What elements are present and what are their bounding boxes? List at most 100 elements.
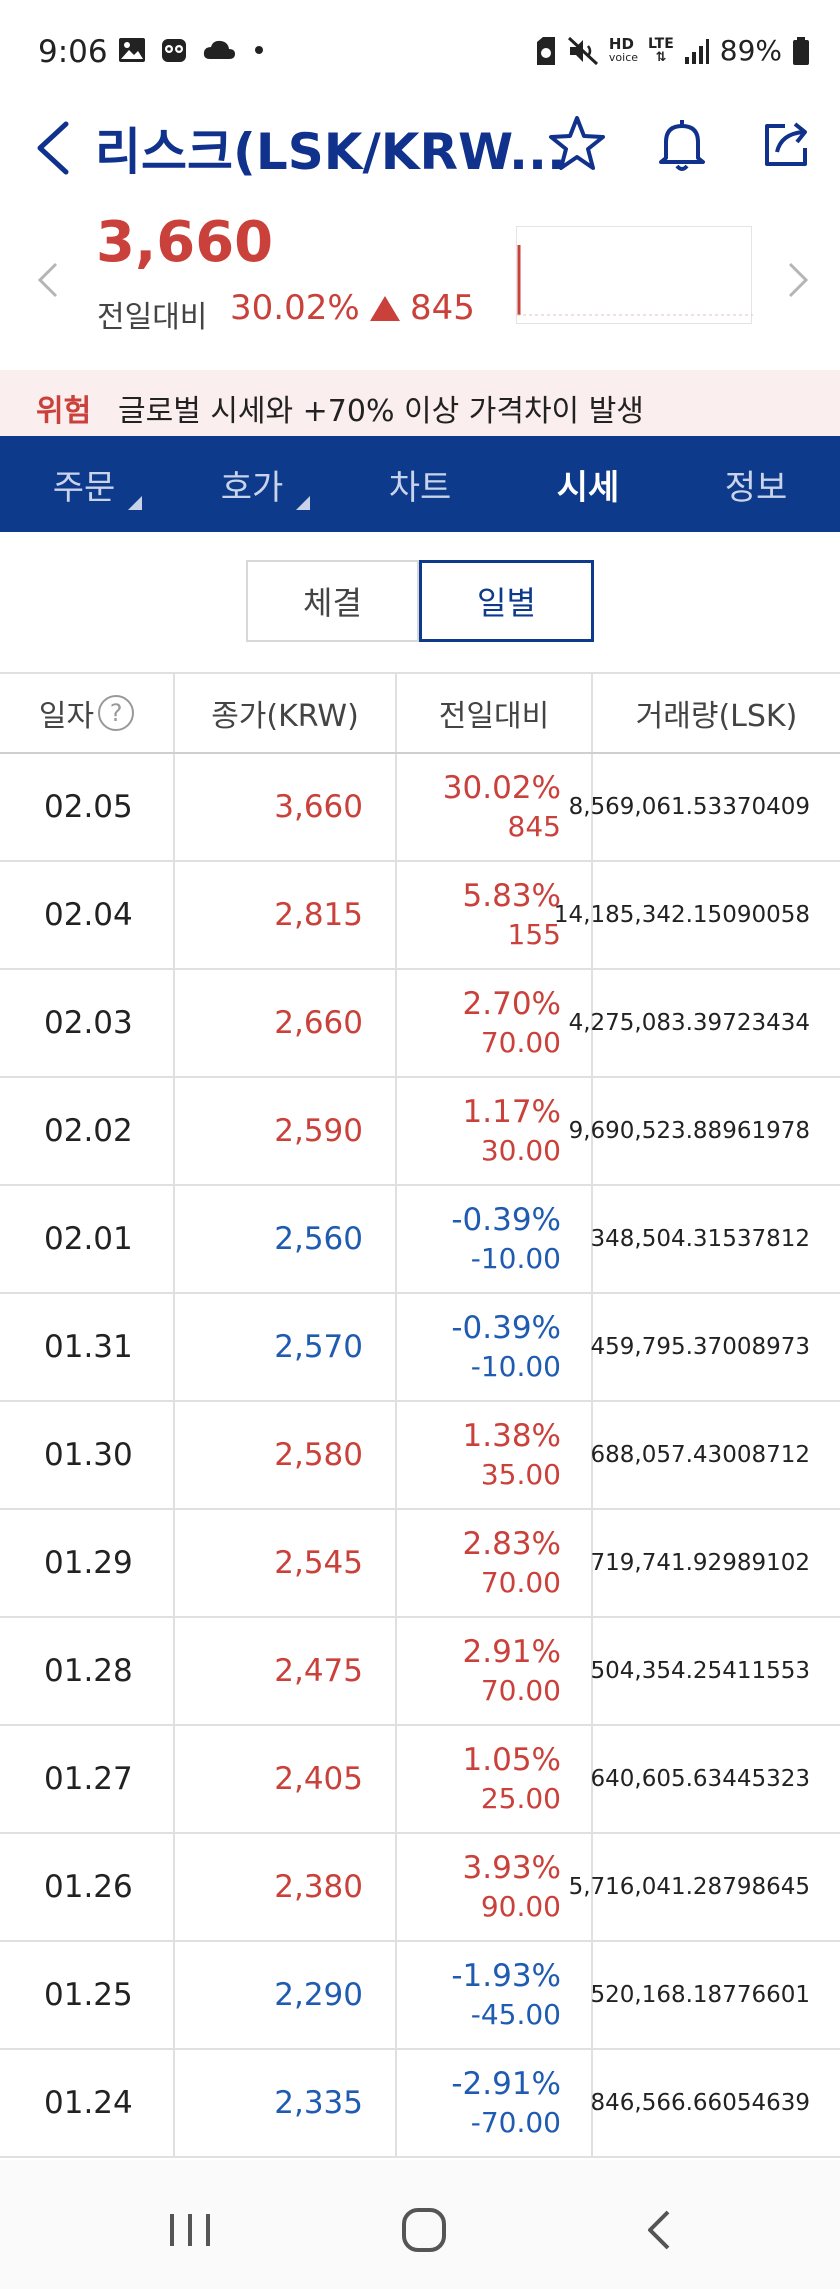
row-change: 1.17% 30.00 — [397, 1078, 593, 1184]
row-date: 01.27 — [0, 1726, 175, 1832]
change-percent: 30.02% — [230, 288, 360, 328]
table-row[interactable]: 01.31 2,570 -0.39% -10.00 459,795.37008973 — [0, 1294, 840, 1402]
table-row[interactable]: 01.30 2,580 1.38% 35.00 688,057.43008712 — [0, 1402, 840, 1510]
table-header: 일자? 종가(KRW) 전일대비 거래량(LSK) — [0, 672, 840, 754]
table-row[interactable]: 01.28 2,475 2.91% 70.00 504,354.25411553 — [0, 1618, 840, 1726]
lte-label: LTE — [648, 35, 674, 52]
bell-icon[interactable] — [650, 112, 714, 176]
cloud-icon — [203, 40, 235, 59]
next-coin-icon[interactable] — [778, 250, 818, 310]
tab-orderbook[interactable]: 호가 — [168, 436, 336, 532]
hd-voice-icon: HD voice — [608, 34, 638, 65]
table-row[interactable]: 02.01 2,560 -0.39% -10.00 348,504.31537812 — [0, 1186, 840, 1294]
table-row[interactable]: 01.26 2,380 3.93% 90.00 5,716,041.28798645 — [0, 1834, 840, 1942]
row-close-price: 2,660 — [175, 970, 397, 1076]
header-close: 종가(KRW) — [175, 674, 397, 752]
tab-label: 차트 — [388, 467, 452, 508]
row-change-amount: -10.00 — [470, 1242, 561, 1275]
row-change-amount: 25.00 — [480, 1782, 561, 1815]
up-arrow-icon — [370, 296, 400, 321]
row-change-percent: 30.02% — [442, 770, 561, 806]
row-volume: 459,795.37008973 — [590, 1334, 811, 1360]
status-left-icons — [118, 36, 268, 64]
status-bar: 9:06 HD voice LTE ⇅ 89% — [0, 0, 840, 100]
row-close-price: 2,405 — [175, 1726, 397, 1832]
row-date: 01.24 — [0, 2050, 175, 2156]
table-row[interactable]: 01.29 2,545 2.83% 70.00 719,741.92989102 — [0, 1510, 840, 1618]
header-change: 전일대비 — [397, 674, 593, 752]
recent-apps-icon[interactable] — [160, 2200, 220, 2260]
table-body[interactable]: 02.05 3,660 30.02% 845 8,569,061.53370409 02.… — [0, 754, 840, 2158]
segment-daily[interactable]: 일별 — [419, 560, 594, 642]
row-change: -2.91% -70.00 — [397, 2050, 593, 2156]
row-change-amount: 30.00 — [480, 1134, 561, 1167]
back-icon[interactable] — [28, 118, 78, 178]
warning-tag: 위험 — [36, 394, 92, 429]
row-change-amount: 70.00 — [480, 1674, 561, 1707]
home-icon[interactable] — [394, 2200, 454, 2260]
tab-label: 정보 — [724, 467, 788, 508]
row-change-amount: 845 — [507, 810, 561, 843]
table-row[interactable]: 01.27 2,405 1.05% 25.00 640,605.63445323 — [0, 1726, 840, 1834]
sim-icon — [536, 36, 555, 65]
row-change: 2.70% 70.00 — [397, 970, 593, 1076]
row-close-price: 2,590 — [175, 1078, 397, 1184]
row-close-price: 2,475 — [175, 1618, 397, 1724]
status-time: 9:06 — [38, 34, 108, 70]
row-close-price: 2,815 — [175, 862, 397, 968]
segment-trades[interactable]: 체결 — [246, 560, 419, 642]
view-segment: 체결 일별 — [246, 560, 594, 642]
table-row[interactable]: 02.03 2,660 2.70% 70.00 4,275,083.39723434 — [0, 970, 840, 1078]
row-change: 1.38% 35.00 — [397, 1402, 593, 1508]
tab-label: 주문 — [52, 467, 116, 508]
tab-info[interactable]: 정보 — [672, 436, 840, 532]
table-row[interactable]: 01.24 2,335 -2.91% -70.00 846,566.66054639 — [0, 2050, 840, 2158]
tab-market-price[interactable]: 시세 — [504, 436, 672, 532]
row-change-percent: 1.05% — [462, 1742, 561, 1778]
menu-corner-icon — [296, 496, 310, 510]
back-nav-icon[interactable] — [630, 2200, 690, 2260]
row-change-amount: 90.00 — [480, 1890, 561, 1923]
row-change-percent: 5.83% — [462, 878, 561, 914]
row-change: -1.93% -45.00 — [397, 1942, 593, 2048]
lte-arrows: ⇅ — [655, 49, 667, 65]
help-icon[interactable]: ? — [98, 695, 135, 731]
row-date: 01.25 — [0, 1942, 175, 2048]
row-close-price: 2,545 — [175, 1510, 397, 1616]
mini-chart-svg — [517, 245, 753, 316]
header-date: 일자? — [0, 674, 175, 752]
row-volume: 4,275,083.39723434 — [568, 1010, 810, 1036]
row-close-price: 2,290 — [175, 1942, 397, 2048]
tab-chart[interactable]: 차트 — [336, 436, 504, 532]
mini-chart[interactable] — [516, 226, 753, 324]
table-row[interactable]: 01.25 2,290 -1.93% -45.00 520,168.18776601 — [0, 1942, 840, 2050]
table-row[interactable]: 02.04 2,815 5.83% 155 14,185,342.15090058 — [0, 862, 840, 970]
row-change-amount: 70.00 — [480, 1026, 561, 1059]
warning-banner[interactable] — [0, 370, 840, 436]
row-change-percent: -1.93% — [451, 1958, 561, 1994]
row-change: 2.91% 70.00 — [397, 1618, 593, 1724]
star-icon[interactable] — [545, 112, 609, 176]
table-row[interactable]: 02.05 3,660 30.02% 845 8,569,061.53370409 — [0, 754, 840, 862]
row-date: 02.02 — [0, 1078, 175, 1184]
header-date-label: 일자 — [38, 699, 95, 734]
row-volume: 14,185,342.15090058 — [553, 902, 810, 928]
row-volume: 348,504.31537812 — [590, 1226, 811, 1252]
row-change-amount: -45.00 — [470, 1998, 561, 2031]
prev-coin-icon[interactable] — [28, 250, 68, 310]
tab-label: 시세 — [556, 467, 620, 508]
dot-icon — [255, 46, 263, 54]
share-icon[interactable] — [755, 112, 819, 176]
hd-label: HD — [608, 34, 634, 53]
row-change-percent: 1.38% — [462, 1418, 561, 1454]
status-right: HD voice LTE ⇅ 89% — [535, 34, 810, 67]
system-nav-bar — [0, 2160, 840, 2289]
menu-corner-icon — [128, 496, 142, 510]
change-label: 전일대비 — [97, 300, 208, 335]
row-volume: 9,690,523.88961978 — [568, 1118, 810, 1144]
row-change: -0.39% -10.00 — [397, 1294, 593, 1400]
table-row[interactable]: 02.02 2,590 1.17% 30.00 9,690,523.88961978 — [0, 1078, 840, 1186]
header-volume: 거래량(LSK) — [635, 699, 798, 734]
tab-order[interactable]: 주문 — [0, 436, 168, 532]
row-change: 3.93% 90.00 — [397, 1834, 593, 1940]
